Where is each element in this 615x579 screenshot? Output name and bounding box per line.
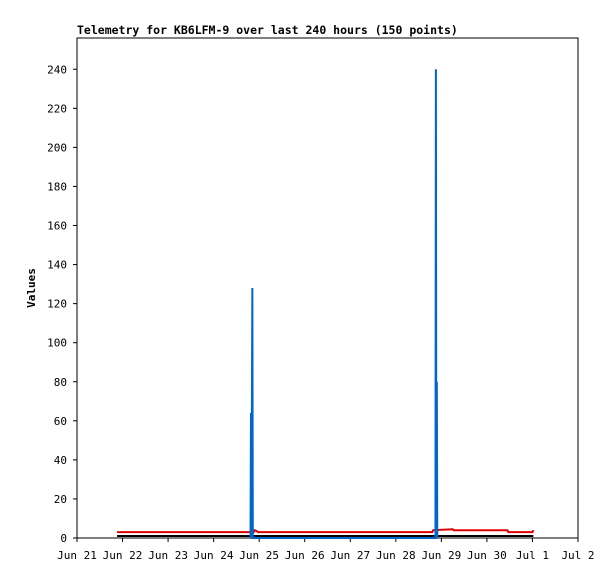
y-tick-label: 20	[54, 493, 67, 506]
y-tick-label: 200	[47, 141, 67, 154]
y-tick-label: 220	[47, 102, 67, 115]
y-tick-label: 160	[47, 220, 67, 233]
x-tick-label: Jun 21	[57, 549, 97, 562]
y-tick-label: 120	[47, 298, 67, 311]
x-tick-label: Jul 2	[561, 549, 594, 562]
x-tick-label: Jun 26	[285, 549, 325, 562]
x-tick-label: Jun 30	[467, 549, 507, 562]
y-tick-label: 100	[47, 337, 67, 350]
x-tick-label: Jul 1	[516, 549, 549, 562]
chart-title: Telemetry for KB6LFM-9 over last 240 hou…	[77, 23, 458, 37]
x-tick-label: Jun 22	[103, 549, 143, 562]
y-tick-label: 40	[54, 454, 67, 467]
series-line	[117, 528, 535, 534]
y-tick-label: 140	[47, 259, 67, 272]
y-tick-label: 240	[47, 63, 67, 76]
y-tick-label: 60	[54, 415, 67, 428]
x-tick-label: Jun 27	[330, 549, 370, 562]
plot-frame	[76, 37, 579, 539]
x-tick-label: Jun 23	[148, 549, 188, 562]
x-tick-label: Jun 28	[376, 549, 416, 562]
x-tick-label: Jun 24	[194, 549, 234, 562]
y-tick-label: 180	[47, 180, 67, 193]
y-tick-label: 0	[60, 532, 67, 545]
y-tick-label: 80	[54, 376, 67, 389]
x-tick-label: Jun 25	[239, 549, 279, 562]
series-line	[249, 69, 439, 539]
x-tick-label: Jun 29	[421, 549, 461, 562]
y-axis-label: Values	[25, 268, 38, 308]
